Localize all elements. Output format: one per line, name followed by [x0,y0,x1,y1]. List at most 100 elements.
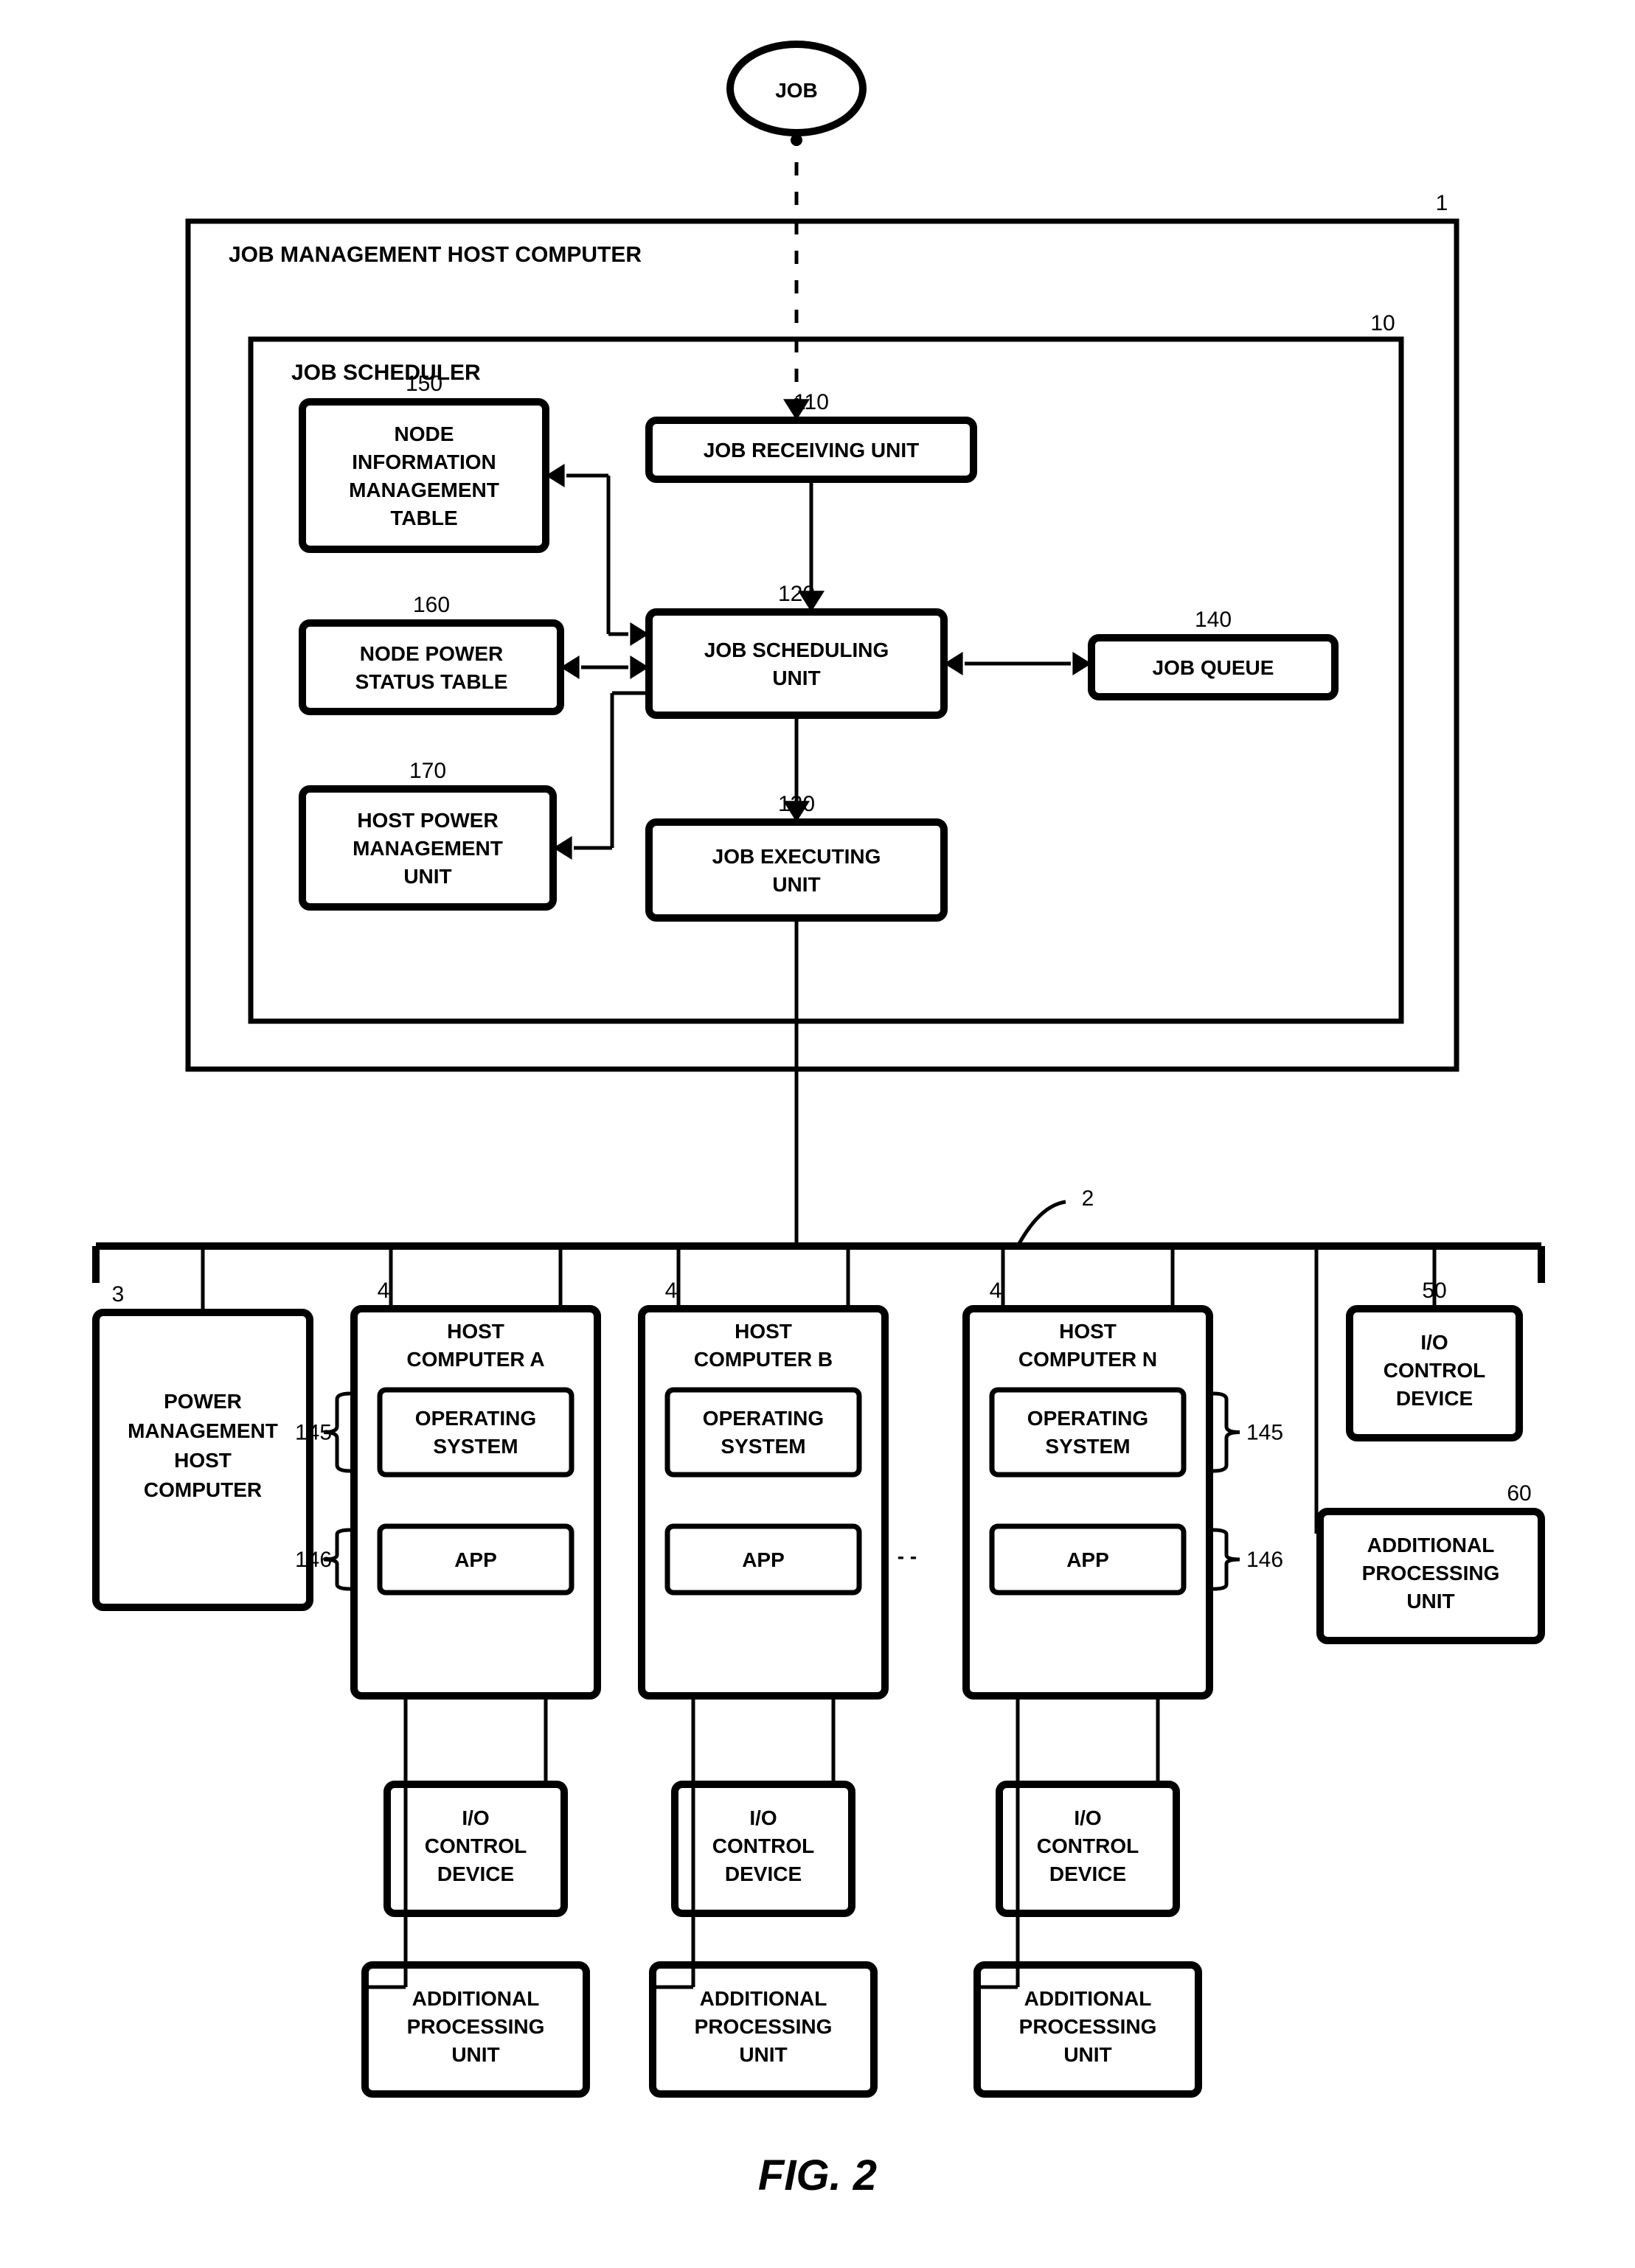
job-receiving-unit-num: 110 [794,390,829,414]
svg-text:HOST: HOST [735,1320,792,1343]
svg-text:MANAGEMENT: MANAGEMENT [353,837,503,860]
job-entry-label: JOB [775,79,818,102]
svg-text:SYSTEM: SYSTEM [1045,1435,1130,1458]
ellipsis-dashes: - - [898,1545,917,1568]
svg-text:HOST: HOST [174,1449,232,1472]
svg-text:JOB QUEUE: JOB QUEUE [1153,656,1274,679]
svg-text:DEVICE: DEVICE [1396,1387,1473,1410]
host-title: JOB MANAGEMENT HOST COMPUTER [229,243,642,267]
node-info-table-num: 150 [406,372,442,396]
host-0-num: 4 [378,1279,390,1303]
svg-text:UNIT: UNIT [451,2043,499,2066]
svg-text:APP: APP [454,1548,497,1571]
host-0-app-num: 146 [295,1548,332,1572]
svg-text:COMPUTER B: COMPUTER B [694,1348,833,1371]
job-executing-unit-label: JOB EXECUTING UNIT [712,845,881,896]
svg-text:ADDITIONAL: ADDITIONAL [1024,1987,1152,2010]
node-info-table-label: NODEINFORMATIONMANAGEMENTTABLE [349,422,499,529]
host-1-os [667,1390,859,1475]
host-2-title: HOSTCOMPUTER N [1018,1320,1157,1371]
host-1-app-label: APP [742,1548,785,1571]
svg-text:STATUS TABLE: STATUS TABLE [355,670,508,693]
svg-text:PROCESSING: PROCESSING [1019,2015,1157,2038]
svg-text:ADDITIONAL: ADDITIONAL [412,1987,540,2010]
svg-text:CONTROL: CONTROL [1037,1834,1139,1857]
node-power-table [302,623,560,712]
svg-text:UNIT: UNIT [1063,2043,1111,2066]
node-power-table-label: NODE POWER STATUS TABLE [355,642,508,693]
svg-text:ADDITIONAL: ADDITIONAL [700,1987,827,2010]
svg-text:NODE: NODE [395,422,454,445]
svg-text:UNIT: UNIT [772,873,820,896]
svg-text:JOB EXECUTING: JOB EXECUTING [712,845,881,868]
io-control-top-label: I/O CONTROL DEVICE [1384,1331,1485,1410]
svg-text:TABLE: TABLE [390,507,457,529]
svg-text:APP: APP [742,1548,785,1571]
svg-text:DEVICE: DEVICE [437,1862,514,1885]
svg-text:NODE POWER: NODE POWER [360,642,503,665]
job-receiving-unit-label: JOB RECEIVING UNIT [704,439,919,462]
scheduler-title: JOB SCHEDULER [291,361,481,385]
job-queue-num: 140 [1195,608,1232,632]
svg-text:HOST: HOST [447,1320,504,1343]
host-2-num: 4 [990,1279,1002,1303]
svg-text:INFORMATION: INFORMATION [352,451,496,473]
figure-label: FIG. 2 [758,2152,877,2199]
svg-text:UNIT: UNIT [739,2043,787,2066]
host-0-os-num: 145 [295,1421,332,1445]
job-queue-label: JOB QUEUE [1153,656,1274,679]
host-1-io-label: I/O CONTROL DEVICE [712,1806,814,1885]
svg-text:PROCESSING: PROCESSING [695,2015,833,2038]
svg-text:CONTROL: CONTROL [1384,1359,1485,1382]
host-2-os-label: OPERATINGSYSTEM [1027,1407,1148,1458]
svg-text:I/O: I/O [1074,1806,1101,1829]
svg-text:PROCESSING: PROCESSING [407,2015,545,2038]
job-scheduling-unit [649,612,944,715]
svg-text:ADDITIONAL: ADDITIONAL [1367,1534,1495,1556]
job-scheduling-unit-label: JOB SCHEDULING UNIT [704,639,889,689]
host-num-1: 1 [1436,191,1448,215]
svg-text:I/O: I/O [749,1806,777,1829]
host-0-io-label: I/O CONTROL DEVICE [425,1806,527,1885]
svg-text:I/O: I/O [1420,1331,1448,1354]
node-power-table-num: 160 [413,593,450,617]
host-0-apu-label: ADDITIONAL PROCESSING UNIT [407,1987,545,2066]
svg-text:COMPUTER N: COMPUTER N [1018,1348,1157,1371]
svg-text:CONTROL: CONTROL [425,1834,527,1857]
svg-text:I/O: I/O [462,1806,489,1829]
svg-text:JOB SCHEDULING: JOB SCHEDULING [704,639,889,661]
host-1-title: HOST COMPUTER B [694,1320,833,1371]
svg-text:DEVICE: DEVICE [725,1862,802,1885]
bus-num-2: 2 [1082,1186,1094,1211]
host-0-title: HOSTCOMPUTER A [406,1320,544,1371]
job-executing-unit [649,822,944,918]
svg-text:UNIT: UNIT [772,667,820,689]
host-power-unit-label: HOST POWERMANAGEMENTUNIT [353,809,503,888]
svg-text:PROCESSING: PROCESSING [1362,1562,1500,1585]
scheduler-num-10: 10 [1370,311,1395,335]
host-2-apu-label: ADDITIONAL PROCESSING UNIT [1019,1987,1157,2066]
svg-text:COMPUTER: COMPUTER [144,1478,262,1501]
apu-top-label: ADDITIONAL PROCESSING UNIT [1362,1534,1500,1613]
svg-text:UNIT: UNIT [403,865,451,888]
host-0-app-label: APP [454,1548,497,1571]
host-1-os-label: OPERATINGSYSTEM [703,1407,824,1458]
svg-text:APP: APP [1066,1548,1109,1571]
power-mgmt-label: POWERMANAGEMENTHOSTCOMPUTER [128,1390,278,1501]
svg-text:UNIT: UNIT [1406,1590,1454,1613]
svg-text:OPERATING: OPERATING [703,1407,824,1430]
host-2-io-label: I/OCONTROLDEVICE [1037,1806,1139,1885]
svg-text:JOB RECEIVING UNIT: JOB RECEIVING UNIT [704,439,919,462]
host-2-app-label: APP [1066,1548,1109,1571]
host-1-num: 4 [665,1279,678,1303]
svg-text:CONTROL: CONTROL [712,1834,814,1857]
host-2-os-num: 145 [1246,1421,1283,1445]
host-2-app-num: 146 [1246,1548,1283,1572]
apu-top-num: 60 [1507,1481,1531,1506]
host-power-unit-num: 170 [409,759,446,783]
host-0-os [380,1390,572,1475]
host-0-os-label: OPERATINGSYSTEM [415,1407,536,1458]
host-1-apu-label: ADDITIONAL PROCESSING UNIT [695,1987,833,2066]
host-2-os [992,1390,1184,1475]
svg-text:SYSTEM: SYSTEM [433,1435,518,1458]
